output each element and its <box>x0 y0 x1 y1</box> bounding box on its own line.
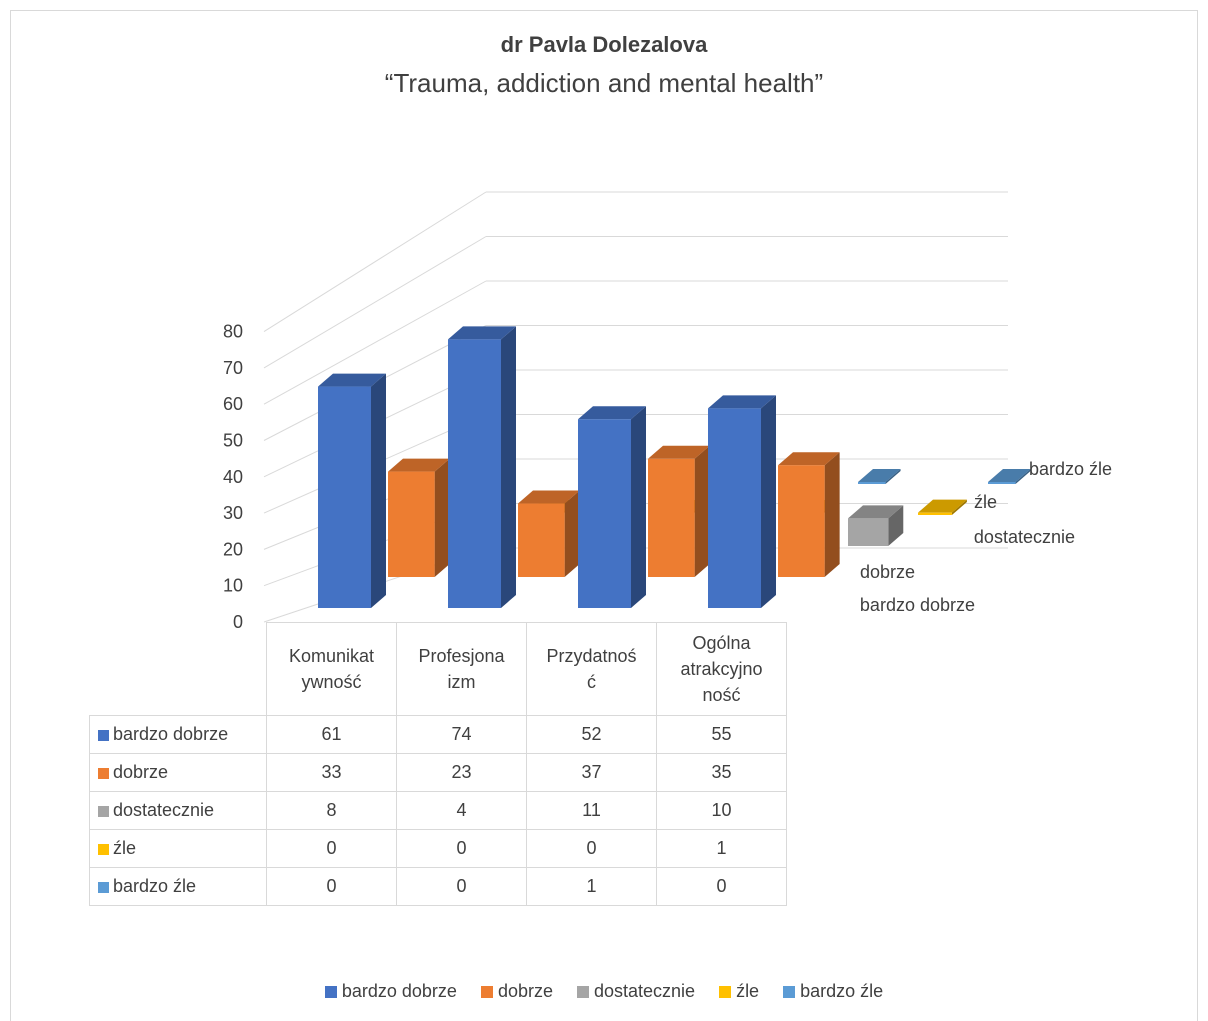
table-cell: 74 <box>396 715 527 754</box>
legend-item: źle <box>719 981 759 1002</box>
bar-dostatecznie-4 <box>848 505 904 546</box>
y-tick-label: 0 <box>233 612 243 632</box>
y-tick-label: 10 <box>223 576 243 596</box>
y-tick-label: 30 <box>223 503 243 523</box>
y-tick-label: 70 <box>223 358 243 378</box>
table-row: dobrze 33 23 37 35 <box>89 753 787 792</box>
table-cell: 11 <box>526 791 657 830</box>
category-label: Przydatnoś ć <box>526 622 657 716</box>
table-cell: 0 <box>656 867 787 906</box>
table-header-row: Komunikat ywność Profesjona izm Przydatnoś ć O… <box>89 622 787 716</box>
table-cell: 1 <box>656 829 787 868</box>
table-cell: 52 <box>526 715 657 754</box>
legend-swatch-icon <box>783 986 796 999</box>
depth-axis-label: dostatecznie <box>974 527 1075 547</box>
bar-źle-4 <box>918 499 967 515</box>
series-label: źle <box>89 829 267 868</box>
series-name: źle <box>113 838 137 858</box>
bar-dobrze-3 <box>648 445 710 577</box>
table-cell: 0 <box>266 829 397 868</box>
gridline <box>263 191 487 333</box>
bar-dobrze-4 <box>778 452 840 577</box>
table-cell: 10 <box>656 791 787 830</box>
series-name: bardzo źle <box>113 876 197 896</box>
legend-label: dostatecznie <box>593 981 696 1001</box>
series-name: dobrze <box>113 762 169 782</box>
y-tick-label: 50 <box>223 431 243 451</box>
table-cell: 0 <box>266 867 397 906</box>
table-cell: 0 <box>396 867 527 906</box>
category-label: Profesjona izm <box>396 622 527 716</box>
bar-bardzo-dobrze-2 <box>448 326 516 608</box>
depth-axis-label: bardzo źle <box>1029 459 1112 479</box>
table-cell: 61 <box>266 715 397 754</box>
table-row: bardzo dobrze 61 74 52 55 <box>89 715 787 754</box>
legend-item: dobrze <box>480 981 553 1002</box>
table-cell: 0 <box>396 829 527 868</box>
bar-dobrze-2 <box>518 490 580 577</box>
series-name: dostatecznie <box>113 800 215 820</box>
depth-axis-label: bardzo dobrze <box>860 595 975 615</box>
series-label: bardzo dobrze <box>89 715 267 754</box>
series-label: dostatecznie <box>89 791 267 830</box>
chart-area <box>10 10 1198 1021</box>
bar-dobrze-1 <box>388 458 450 577</box>
legend-label: dobrze <box>497 981 553 1001</box>
series-label: bardzo źle <box>89 867 267 906</box>
y-tick-label: 40 <box>223 467 243 487</box>
bar-bardzo-dobrze-1 <box>318 373 386 608</box>
table-row: bardzo źle 0 0 1 0 <box>89 867 787 906</box>
y-tick-label: 20 <box>223 539 243 559</box>
legend-label: bardzo dobrze <box>341 981 457 1001</box>
y-tick-label: 80 <box>223 322 243 342</box>
table-cell: 1 <box>526 867 657 906</box>
category-label: Komunikat ywność <box>266 622 397 716</box>
y-tick-label: 60 <box>223 394 243 414</box>
bar-bardzo-źle-3 <box>858 469 901 484</box>
depth-axis-label: źle <box>974 492 997 512</box>
table-cell: 23 <box>396 753 527 792</box>
bars <box>318 326 1031 608</box>
data-table: Komunikat ywność Profesjona izm Przydatnoś ć O… <box>89 622 787 906</box>
legend-item: dostatecznie <box>576 981 696 1002</box>
legend-swatch-icon <box>480 986 493 999</box>
chart-subtitle: “Trauma, addiction and mental health” <box>384 68 824 98</box>
table-cell: 55 <box>656 715 787 754</box>
table-cell: 0 <box>526 829 657 868</box>
chart-title: dr Pavla Dolezalova <box>500 32 708 57</box>
legend: bardzo dobrze dobrze dostatecznie źle bardzo… <box>0 981 1208 1002</box>
bar-bardzo-źle-4 <box>988 469 1031 484</box>
table-cell: 37 <box>526 753 657 792</box>
legend-key-icon <box>98 767 109 779</box>
legend-key-icon <box>98 729 109 741</box>
legend-item: bardzo źle <box>783 981 883 1002</box>
table-cell: 35 <box>656 753 787 792</box>
legend-swatch-icon <box>576 986 589 999</box>
depth-axis-label: dobrze <box>860 562 915 582</box>
category-label: Ogólna atrakcyjno ność <box>656 622 787 716</box>
table-cell: 8 <box>266 791 397 830</box>
legend-label: bardzo źle <box>800 981 884 1001</box>
legend-label: źle <box>736 981 760 1001</box>
gridline <box>263 280 487 405</box>
legend-key-icon <box>98 843 109 855</box>
bar-bardzo-dobrze-3 <box>578 406 646 608</box>
table-row: źle 0 0 0 1 <box>89 829 787 868</box>
table-cell: 33 <box>266 753 397 792</box>
legend-key-icon <box>98 881 109 893</box>
series-name: bardzo dobrze <box>113 724 229 744</box>
series-label: dobrze <box>89 753 267 792</box>
legend-key-icon <box>98 805 109 817</box>
legend-item: bardzo dobrze <box>324 981 457 1002</box>
gridline <box>263 236 487 369</box>
legend-swatch-icon <box>324 986 337 999</box>
legend-swatch-icon <box>719 986 732 999</box>
table-row: dostatecznie 8 4 11 10 <box>89 791 787 830</box>
table-corner <box>89 622 267 716</box>
bar-bardzo-dobrze-4 <box>708 395 776 608</box>
table-cell: 4 <box>396 791 527 830</box>
